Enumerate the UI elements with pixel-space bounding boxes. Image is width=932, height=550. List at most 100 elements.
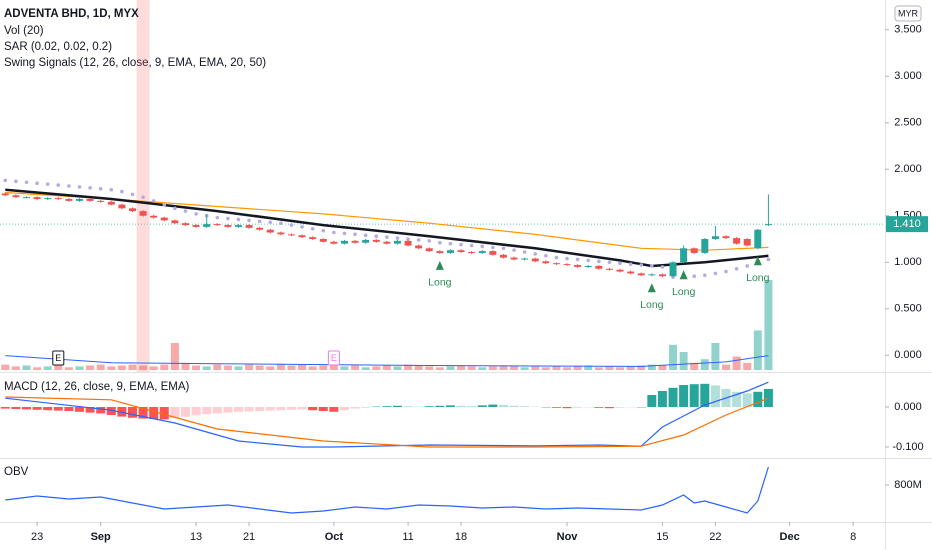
x-tick-label: 21 bbox=[243, 531, 255, 543]
candle-body bbox=[733, 238, 741, 244]
volume-bar bbox=[488, 366, 497, 370]
sar-dot bbox=[162, 202, 167, 207]
candle-body bbox=[234, 225, 242, 227]
histogram-bar bbox=[297, 407, 307, 410]
sar-dot bbox=[491, 245, 495, 250]
candle-body bbox=[404, 240, 412, 246]
event-label: E bbox=[331, 353, 337, 363]
volume-bar bbox=[531, 366, 540, 370]
sar-dot bbox=[522, 250, 527, 254]
candle-body bbox=[309, 237, 317, 240]
volume-bar bbox=[584, 365, 593, 370]
volume-bar bbox=[170, 343, 179, 370]
histogram-bar bbox=[64, 407, 74, 411]
sar-dot bbox=[734, 266, 739, 271]
candle-body bbox=[192, 225, 200, 227]
candle-body bbox=[160, 217, 168, 221]
volume-bar bbox=[722, 364, 731, 370]
last-price-label: 1.410 bbox=[893, 218, 921, 230]
histogram-bar bbox=[647, 395, 657, 407]
volume-bar bbox=[128, 364, 137, 370]
histogram-bar bbox=[742, 393, 752, 407]
sar-dot bbox=[565, 256, 569, 261]
sar-dot bbox=[215, 215, 220, 220]
line bbox=[5, 466, 769, 514]
candle-body bbox=[118, 204, 126, 209]
y-tick-label: 0.500 bbox=[894, 303, 922, 315]
volume-bar bbox=[478, 367, 487, 370]
candle-body bbox=[468, 252, 476, 254]
sar-dot bbox=[618, 261, 622, 265]
signal-arrow bbox=[435, 260, 444, 270]
histogram-bar bbox=[233, 407, 243, 412]
indicator-label: Swing Signals (12, 26, close, 9, EMA, EM… bbox=[4, 57, 266, 69]
sar-dot bbox=[586, 258, 591, 263]
volume-bar bbox=[732, 356, 741, 370]
histogram-bar bbox=[212, 407, 222, 414]
sar-dot bbox=[173, 206, 177, 211]
volume-bar bbox=[658, 365, 667, 370]
sar-dot bbox=[151, 199, 156, 203]
sar-dot bbox=[268, 220, 273, 225]
volume-bar bbox=[446, 366, 455, 370]
volume-bar bbox=[552, 366, 561, 370]
volume-bar bbox=[181, 362, 190, 370]
volume-bar bbox=[160, 364, 169, 370]
sar-dot bbox=[98, 186, 103, 191]
histogram-bar bbox=[244, 407, 254, 412]
candle-body bbox=[701, 239, 709, 253]
histogram-bar bbox=[615, 407, 625, 408]
event-label: E bbox=[55, 353, 61, 363]
candle-body bbox=[319, 239, 327, 242]
volume-bar bbox=[541, 367, 550, 370]
candle-body bbox=[54, 198, 62, 200]
histogram-bar bbox=[657, 391, 667, 407]
volume-bar bbox=[192, 365, 201, 370]
currency[interactable]: MYR bbox=[898, 8, 919, 18]
volume-bar bbox=[425, 366, 434, 370]
volume-bar bbox=[287, 365, 296, 370]
sar-dot bbox=[607, 260, 612, 265]
sar-dot bbox=[628, 262, 633, 266]
sar-dot bbox=[427, 239, 432, 243]
histogram-bar bbox=[700, 383, 710, 407]
sar-dot bbox=[724, 269, 728, 274]
candle-body bbox=[605, 268, 613, 270]
volume-bar bbox=[467, 366, 476, 370]
candle-body bbox=[510, 257, 518, 260]
x-tick-label: 23 bbox=[31, 531, 43, 543]
candle-body bbox=[150, 215, 158, 218]
signal-label: Long bbox=[672, 286, 696, 298]
candle-body bbox=[351, 240, 359, 243]
currency-button[interactable] bbox=[894, 5, 922, 22]
candle-body bbox=[393, 240, 401, 244]
volume-bar bbox=[107, 366, 116, 370]
sar-dot bbox=[141, 195, 145, 199]
candle-body bbox=[12, 195, 20, 198]
event-box bbox=[327, 350, 340, 366]
volume-bar bbox=[647, 364, 656, 370]
volume-bar bbox=[276, 363, 285, 370]
indicator-label: Vol (20) bbox=[4, 25, 44, 37]
candle-body bbox=[128, 208, 136, 212]
candle-body bbox=[75, 199, 83, 201]
volume-bar bbox=[1, 364, 10, 370]
sar-dot bbox=[194, 212, 198, 216]
volume-bar bbox=[393, 366, 402, 370]
sar-dot bbox=[385, 235, 389, 239]
candle-body bbox=[616, 269, 624, 272]
candle-body bbox=[658, 274, 666, 277]
histogram-bar bbox=[456, 405, 466, 407]
histogram-bar bbox=[0, 407, 10, 409]
histogram-bar bbox=[361, 407, 371, 408]
sar-dot bbox=[332, 230, 336, 235]
volume-bar bbox=[372, 366, 381, 370]
volume-bar bbox=[22, 365, 31, 370]
histogram-bar bbox=[689, 384, 699, 407]
histogram-bar bbox=[170, 407, 180, 418]
volume-bar bbox=[234, 366, 243, 370]
volume-bar bbox=[319, 365, 328, 370]
volume-bar bbox=[117, 365, 126, 370]
y-tick-label: 2.500 bbox=[894, 117, 922, 129]
